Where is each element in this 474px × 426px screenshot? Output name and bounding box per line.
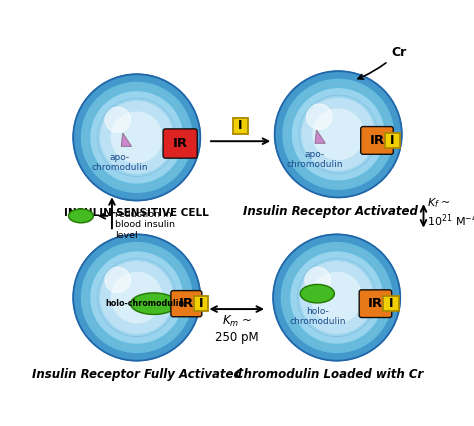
Circle shape: [275, 71, 402, 197]
Text: Insulin Receptor Fully Activated: Insulin Receptor Fully Activated: [32, 368, 242, 381]
Circle shape: [91, 252, 182, 343]
Circle shape: [100, 262, 173, 334]
Circle shape: [100, 101, 173, 173]
Text: apo-
chromodulin: apo- chromodulin: [91, 153, 148, 172]
Text: INSULIN-SENSITIVE CELL: INSULIN-SENSITIVE CELL: [64, 208, 209, 218]
Text: Insulin Receptor Activated: Insulin Receptor Activated: [243, 205, 418, 218]
Circle shape: [313, 109, 364, 159]
Text: I: I: [389, 297, 393, 310]
Text: I: I: [238, 119, 243, 132]
Polygon shape: [121, 133, 131, 147]
Circle shape: [105, 267, 130, 293]
FancyBboxPatch shape: [163, 129, 197, 158]
Circle shape: [291, 252, 383, 343]
Circle shape: [302, 98, 374, 170]
Ellipse shape: [69, 209, 93, 223]
FancyBboxPatch shape: [233, 118, 248, 133]
FancyBboxPatch shape: [194, 296, 209, 311]
Circle shape: [307, 104, 332, 129]
Ellipse shape: [130, 293, 177, 314]
Circle shape: [73, 234, 201, 361]
Text: IR: IR: [179, 297, 194, 310]
Text: I: I: [199, 297, 203, 310]
Text: I: I: [390, 134, 395, 147]
FancyBboxPatch shape: [359, 290, 392, 317]
Text: IR: IR: [173, 137, 188, 150]
Text: apo-
chromodulin: apo- chromodulin: [287, 150, 343, 169]
Circle shape: [301, 262, 373, 334]
Circle shape: [311, 272, 362, 323]
Circle shape: [111, 112, 162, 163]
Text: holo-
chromodulin: holo- chromodulin: [289, 307, 346, 326]
Text: IR: IR: [368, 297, 383, 310]
Circle shape: [283, 79, 393, 189]
Text: IR: IR: [369, 134, 384, 147]
Circle shape: [292, 89, 384, 180]
FancyBboxPatch shape: [385, 133, 400, 148]
Text: $K_m$ ~
250 pM: $K_m$ ~ 250 pM: [215, 314, 258, 344]
Circle shape: [105, 107, 130, 132]
Text: reduction in
blood insulin
level: reduction in blood insulin level: [115, 210, 175, 239]
FancyBboxPatch shape: [171, 291, 202, 317]
FancyBboxPatch shape: [361, 127, 393, 154]
Text: Chromodulin Loaded with Cr: Chromodulin Loaded with Cr: [235, 368, 423, 381]
FancyBboxPatch shape: [383, 296, 399, 311]
Circle shape: [82, 82, 192, 192]
Circle shape: [91, 92, 182, 183]
Circle shape: [273, 234, 400, 361]
Circle shape: [305, 267, 330, 293]
Text: Cr: Cr: [358, 46, 406, 79]
Circle shape: [111, 272, 162, 323]
Circle shape: [282, 242, 392, 352]
Polygon shape: [315, 130, 325, 143]
Ellipse shape: [300, 285, 334, 303]
Circle shape: [82, 242, 192, 352]
Circle shape: [73, 74, 201, 201]
Text: $K_f$ ~
$10^{21}$ M$^{-4}$: $K_f$ ~ $10^{21}$ M$^{-4}$: [428, 196, 474, 229]
Text: holo-chromodulin: holo-chromodulin: [105, 299, 184, 308]
